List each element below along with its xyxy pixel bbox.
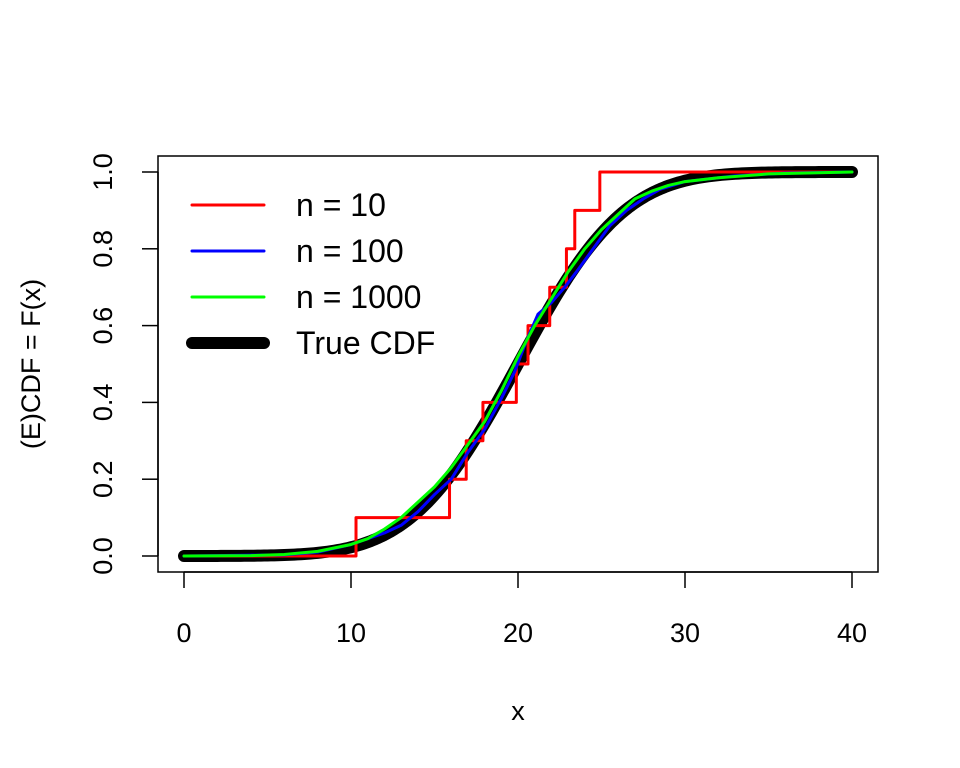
x-tick-label: 10 xyxy=(336,618,366,648)
legend-label: True CDF xyxy=(296,325,435,361)
y-axis: 0.0 0.2 0.4 0.6 0.8 1.0 xyxy=(88,153,159,575)
x-axis: 0 10 20 30 40 xyxy=(176,571,867,648)
y-tick-label: 0.8 xyxy=(88,230,118,268)
y-axis-label: (E)CDF = F(x) xyxy=(16,279,46,449)
series-layer xyxy=(178,166,858,562)
legend: n = 10 n = 100 n = 1000 True CDF xyxy=(186,187,435,361)
x-axis-label: x xyxy=(511,696,525,726)
y-tick-label: 0.0 xyxy=(88,537,118,575)
x-tick-label: 40 xyxy=(837,618,867,648)
x-tick-label: 20 xyxy=(503,618,533,648)
legend-label: n = 10 xyxy=(296,187,386,223)
y-tick-label: 0.6 xyxy=(88,307,118,345)
x-tick-label: 0 xyxy=(176,618,191,648)
x-tick-label: 30 xyxy=(670,618,700,648)
legend-label: n = 100 xyxy=(296,233,404,269)
series-line-n-1000 xyxy=(182,170,854,558)
y-tick-label: 0.4 xyxy=(88,384,118,422)
series-line-n-10 xyxy=(182,170,854,558)
y-tick-label: 1.0 xyxy=(88,153,118,191)
series-line-n-100 xyxy=(182,170,854,558)
y-tick-label: 0.2 xyxy=(88,460,118,498)
legend-label: n = 1000 xyxy=(296,279,421,315)
